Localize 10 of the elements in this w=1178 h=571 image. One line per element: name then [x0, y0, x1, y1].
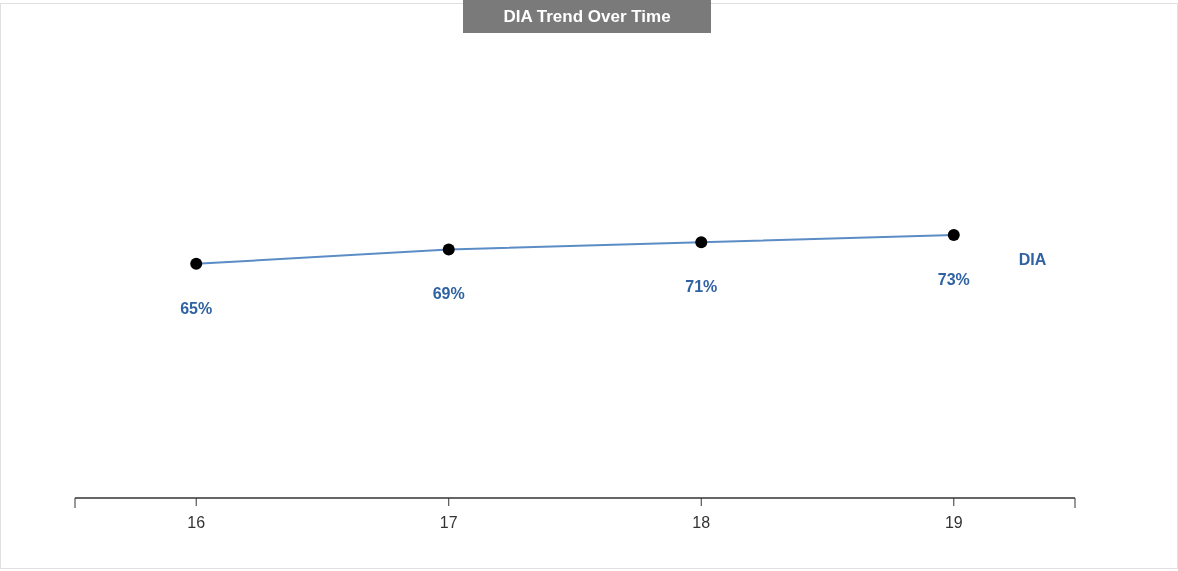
data-label: 73%: [937, 271, 970, 288]
x-tick-label: 17: [439, 514, 458, 531]
data-label: 65%: [180, 299, 213, 317]
data-label: 71%: [685, 278, 718, 296]
chart-title: DIA Trend Over Time: [503, 7, 671, 26]
x-tick-label: 16: [187, 514, 206, 531]
data-label: 69%: [432, 285, 465, 303]
text: DIA: [1018, 251, 1047, 268]
x-tick-label: 19: [944, 514, 963, 531]
x-tick-label: 18: [692, 514, 711, 531]
